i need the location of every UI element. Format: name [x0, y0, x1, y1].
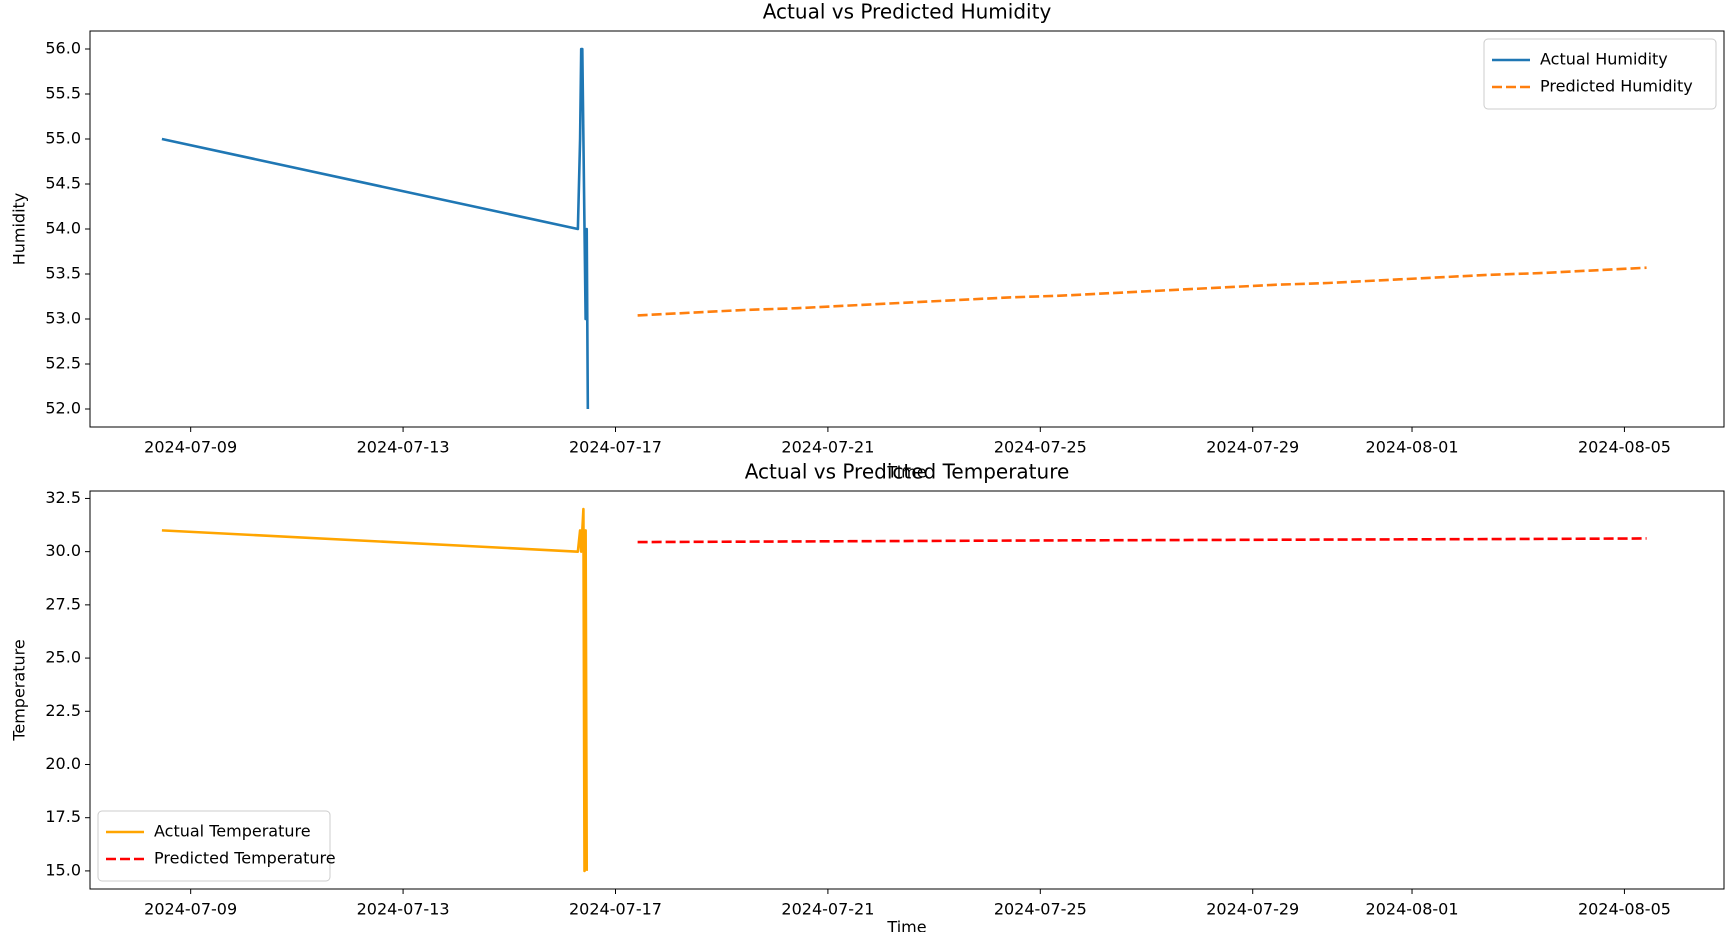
x-tick-label: 2024-07-09 [144, 900, 237, 919]
y-tick-label: 27.5 [45, 594, 81, 613]
x-tick-label: 2024-07-13 [357, 438, 450, 457]
x-tick-label: 2024-07-17 [569, 900, 662, 919]
x-axis-label: Time [886, 463, 926, 482]
chart-title: Actual vs Predicted Temperature [745, 460, 1070, 484]
y-tick-label: 22.5 [45, 701, 81, 720]
legend-label: Predicted Humidity [1540, 77, 1693, 96]
plot-area [89, 490, 1725, 890]
x-tick-label: 2024-07-09 [144, 438, 237, 457]
x-tick-label: 2024-07-21 [781, 900, 874, 919]
y-tick-label: 56.0 [45, 39, 81, 58]
y-tick-label: 54.5 [45, 174, 81, 193]
y-axis-label: Temperature [10, 639, 29, 741]
x-tick-label: 2024-07-17 [569, 438, 662, 457]
series-line [161, 507, 589, 873]
legend-label: Predicted Temperature [154, 849, 336, 868]
series-line [161, 47, 590, 410]
y-tick-label: 30.0 [45, 541, 81, 560]
x-tick-label: 2024-08-01 [1366, 900, 1459, 919]
x-tick-label: 2024-07-25 [994, 900, 1087, 919]
y-tick-label: 52.0 [45, 399, 81, 418]
legend-box [97, 810, 331, 882]
x-tick-label: 2024-07-29 [1206, 438, 1299, 457]
y-tick-label: 55.5 [45, 84, 81, 103]
x-axis-label: Time [886, 918, 926, 932]
x-tick-label: 2024-08-05 [1578, 438, 1671, 457]
x-tick-label: 2024-07-29 [1206, 900, 1299, 919]
y-axis-label: Humidity [10, 193, 29, 266]
x-tick-label: 2024-08-05 [1578, 900, 1671, 919]
x-tick-label: 2024-07-21 [781, 438, 874, 457]
y-tick-label: 53.5 [45, 264, 81, 283]
series-line [637, 266, 1647, 317]
legend-box [1483, 38, 1717, 110]
x-tick-label: 2024-08-01 [1366, 438, 1459, 457]
legend-label: Actual Temperature [154, 822, 311, 841]
series-line [637, 537, 1647, 544]
y-tick-label: 55.0 [45, 129, 81, 148]
chart-title: Actual vs Predicted Humidity [763, 0, 1052, 24]
y-tick-label: 32.5 [45, 488, 81, 507]
x-tick-label: 2024-07-13 [357, 900, 450, 919]
y-tick-label: 25.0 [45, 648, 81, 667]
x-tick-label: 2024-07-25 [994, 438, 1087, 457]
y-tick-label: 52.5 [45, 354, 81, 373]
y-tick-label: 54.0 [45, 219, 81, 238]
legend-label: Actual Humidity [1540, 50, 1668, 69]
y-tick-label: 17.5 [45, 807, 81, 826]
y-tick-label: 20.0 [45, 754, 81, 773]
y-tick-label: 53.0 [45, 309, 81, 328]
y-tick-label: 15.0 [45, 860, 81, 879]
plot-area [89, 30, 1725, 428]
